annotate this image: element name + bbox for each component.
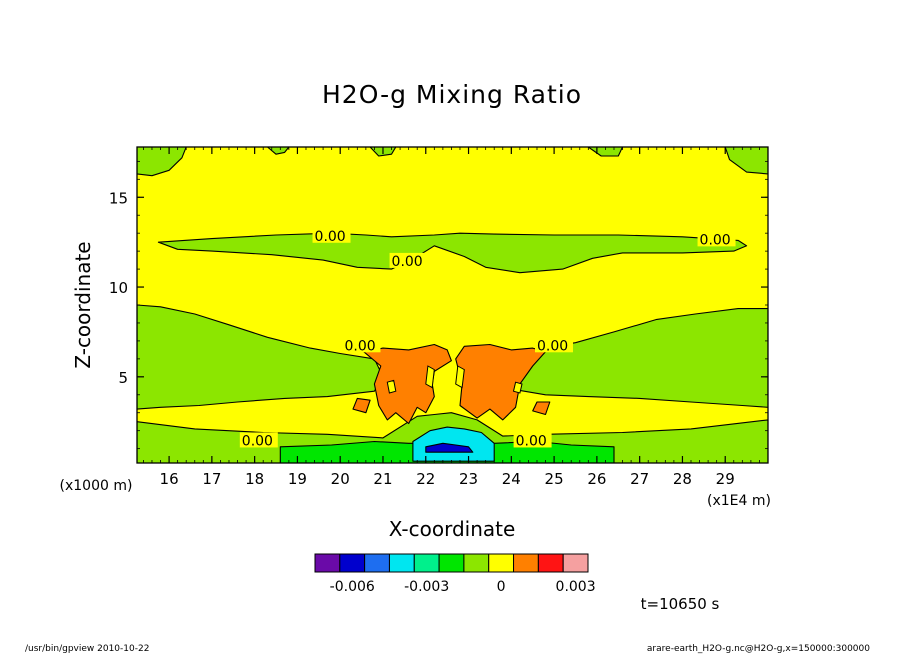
contour-label: 0.00: [315, 229, 346, 245]
top-right-corner-green: [724, 147, 768, 175]
x-tick-label: 25: [545, 470, 564, 488]
y-tick-label: 15: [109, 189, 128, 207]
colorbar-swatch: [513, 553, 539, 573]
y-tick-label: 5: [118, 369, 128, 387]
contour-label-bg: [342, 337, 381, 353]
left-plume-gap: [425, 365, 435, 389]
x-tick-label: 27: [630, 470, 649, 488]
x-unit-right: (x1E4 m): [707, 493, 771, 509]
colorbar-tick-label: 0: [497, 579, 506, 595]
contour-labels: 0.00 0.00 0.00 0.00 0.00 0.00 0.00: [239, 227, 736, 449]
contour-label-bg: [239, 432, 278, 448]
background-field: [137, 147, 768, 463]
colorbar-swatch: [562, 553, 589, 573]
x-tick-label: 20: [331, 470, 350, 488]
colorbar-swatch: [364, 553, 390, 573]
colorbar-tick-label: 0.003: [556, 579, 596, 595]
left-small-orange: [352, 397, 371, 414]
contour-label-bg: [312, 227, 351, 243]
colorbar-swatch: [388, 553, 415, 573]
right-plume-hole: [512, 381, 523, 394]
y-axis: 5 10 15: [109, 160, 768, 450]
left-orange-plume: [363, 343, 452, 425]
contour-label-bg: [513, 432, 552, 448]
colorbar-swatch: [413, 553, 440, 573]
left-plume-hole: [386, 379, 397, 394]
colorbar-swatch: [339, 553, 366, 573]
colorbar-tick-label: -0.003: [404, 579, 449, 595]
colorbar-swatch: [314, 553, 341, 573]
colorbar-tick-label: -0.006: [330, 579, 375, 595]
x-tick-label: 19: [288, 470, 307, 488]
contour-label-bg: [697, 231, 736, 247]
chart-title: H2O-g Mixing Ratio: [322, 80, 582, 109]
x-tick-label: 29: [716, 470, 735, 488]
time-label: t=10650 s: [641, 595, 720, 613]
plot-area: [137, 147, 768, 463]
colorbar: -0.006 -0.003 0 0.003: [314, 553, 596, 595]
contour-label: 0.00: [242, 433, 273, 449]
x-axis-label: X-coordinate: [389, 517, 516, 541]
x-tick-label: 16: [160, 470, 179, 488]
contour-label-bg: [534, 337, 573, 353]
footer-right: arare-earth_H2O-g.nc@H2O-g,x=150000:3000…: [647, 644, 870, 654]
colorbar-swatch: [537, 553, 564, 573]
contour-label-bg: [389, 252, 428, 268]
footer-left: /usr/bin/gpview 2010-10-22: [25, 644, 149, 654]
x-tick-label: 17: [202, 470, 221, 488]
colorbar-swatch: [463, 553, 490, 573]
contour-label: 0.00: [537, 338, 568, 354]
upper-green-band: [157, 232, 748, 274]
x-tick-label: 28: [673, 470, 692, 488]
contour-label: 0.00: [392, 254, 423, 270]
surface-blue-core: [425, 442, 474, 453]
x-tick-label: 22: [416, 470, 435, 488]
x-tick-label: 21: [373, 470, 392, 488]
x-unit-left: (x1000 m): [60, 478, 133, 494]
right-plume-gap: [455, 365, 465, 389]
contour-label: 0.00: [700, 232, 731, 248]
x-axis: 16 17 18 19 20 21 22 23 24 25 26 27 28 29: [143, 147, 769, 488]
x-tick-label: 18: [245, 470, 264, 488]
colorbar-swatch: [438, 553, 465, 573]
top-left-corner-green: [137, 147, 187, 177]
y-tick-label: 10: [109, 279, 128, 297]
x-tick-label: 23: [459, 470, 478, 488]
x-tick-label: 24: [502, 470, 521, 488]
colorbar-swatch: [488, 553, 515, 573]
x-tick-label: 26: [587, 470, 606, 488]
y-axis-label: Z-coordinate: [71, 241, 95, 368]
contour-label: 0.00: [344, 338, 375, 354]
top-left-green-blob: [266, 147, 290, 155]
right-small-orange: [532, 401, 551, 416]
contour-label: 0.00: [516, 433, 547, 449]
contour-regions: [137, 147, 768, 463]
